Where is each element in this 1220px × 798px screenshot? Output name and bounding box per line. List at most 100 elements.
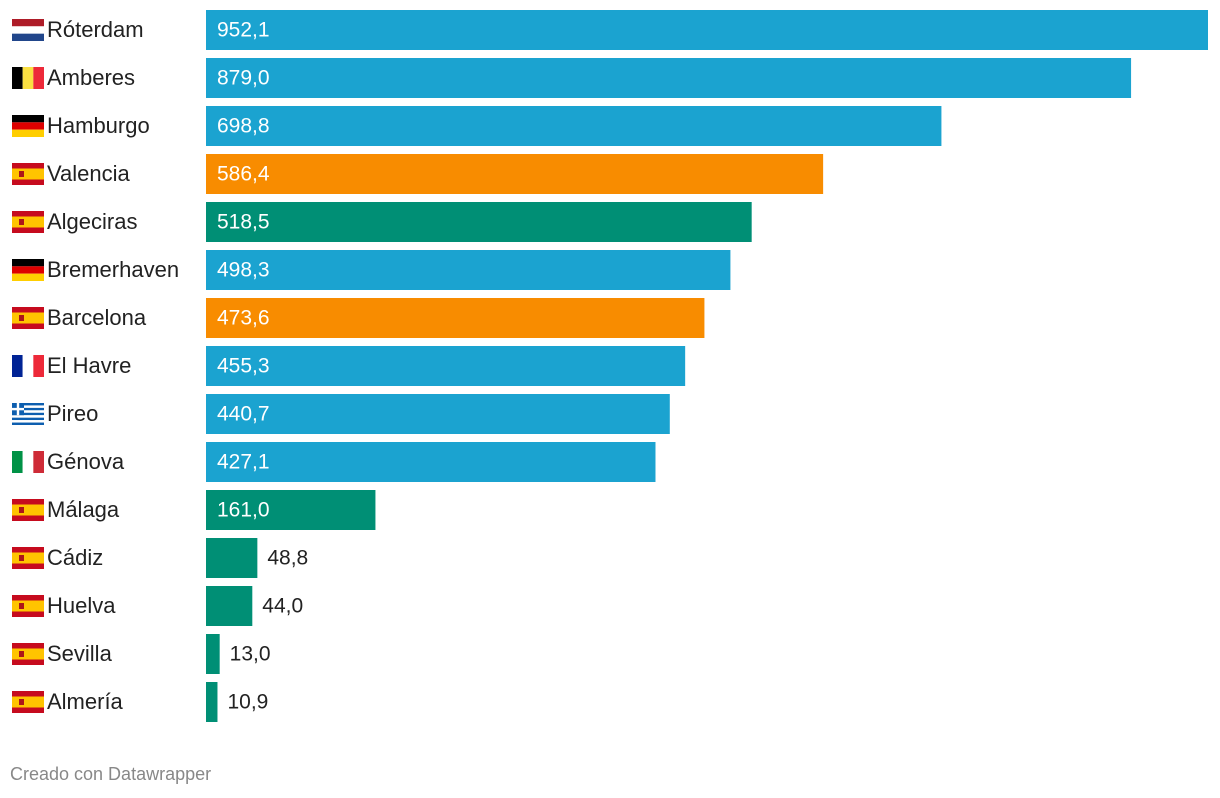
- bar: [206, 202, 752, 242]
- bar: [206, 682, 218, 722]
- bar: [206, 490, 376, 530]
- flag-part: [12, 211, 44, 217]
- category-label: Hamburgo: [47, 113, 150, 138]
- flag-part: [12, 67, 23, 89]
- flag-part: [12, 417, 44, 421]
- flag-part: [12, 600, 44, 612]
- flag: [12, 403, 44, 425]
- flag: [12, 499, 44, 521]
- flag-part: [22, 67, 34, 89]
- flag-part: [12, 691, 44, 697]
- category-label: Barcelona: [47, 305, 147, 330]
- value-label: 10,9: [227, 691, 268, 714]
- flag-part: [16, 403, 20, 416]
- flag-part: [12, 323, 44, 329]
- credit: Creado con Datawrapper: [10, 764, 211, 784]
- bar: [206, 394, 670, 434]
- flag-part: [12, 266, 44, 274]
- flag: [12, 307, 44, 329]
- flag-part: [19, 555, 24, 561]
- flag-part: [19, 171, 24, 177]
- flag-part: [12, 659, 44, 665]
- flag: [12, 163, 44, 185]
- flag: [12, 259, 44, 281]
- flag-part: [12, 563, 44, 569]
- flag-part: [12, 19, 44, 27]
- value-label: 44,0: [262, 595, 303, 618]
- flag-part: [12, 407, 44, 411]
- flag-part: [12, 307, 44, 313]
- flag-part: [12, 163, 44, 169]
- category-label: Huelva: [47, 593, 116, 618]
- category-label: Róterdam: [47, 17, 144, 42]
- bar: [206, 538, 258, 578]
- flag-part: [12, 227, 44, 233]
- value-label: 161,0: [217, 499, 270, 522]
- bar: [206, 106, 942, 146]
- flag-part: [12, 515, 44, 521]
- bar: [206, 10, 1208, 50]
- category-label: Pireo: [47, 401, 98, 426]
- bar: [206, 586, 253, 626]
- flag: [12, 67, 44, 89]
- flag: [12, 115, 44, 137]
- flag-part: [12, 552, 44, 564]
- flag-part: [22, 451, 34, 473]
- flag-part: [12, 707, 44, 713]
- flag-part: [12, 403, 44, 406]
- flag-part: [12, 216, 44, 228]
- value-label: 473,6: [217, 307, 270, 330]
- value-label: 698,8: [217, 115, 270, 138]
- flag-part: [12, 547, 44, 553]
- flag-part: [12, 33, 44, 41]
- flag-part: [12, 504, 44, 516]
- flag-part: [19, 507, 24, 513]
- flag-part: [33, 451, 44, 473]
- value-label: 455,3: [217, 355, 270, 378]
- value-label: 586,4: [217, 163, 270, 186]
- bar: [206, 634, 220, 674]
- value-label: 879,0: [217, 67, 270, 90]
- flag-part: [12, 129, 44, 137]
- bar: [206, 442, 656, 482]
- category-label: Cádiz: [47, 545, 103, 570]
- flag-part: [12, 410, 44, 413]
- flag: [12, 595, 44, 617]
- bar: [206, 346, 686, 386]
- flag-part: [12, 643, 44, 649]
- category-label: Málaga: [47, 497, 120, 522]
- value-label: 952,1: [217, 19, 270, 42]
- flag-part: [12, 611, 44, 617]
- flag: [12, 643, 44, 665]
- bar: [206, 298, 705, 338]
- value-label: 498,3: [217, 259, 270, 282]
- flag: [12, 355, 44, 377]
- flag-part: [12, 115, 44, 123]
- category-label: Algeciras: [47, 209, 137, 234]
- bar: [206, 154, 824, 194]
- category-label: Amberes: [47, 65, 135, 90]
- flag-part: [12, 405, 44, 408]
- flag: [12, 451, 44, 473]
- flag-part: [12, 648, 44, 660]
- flag: [12, 691, 44, 713]
- flag-part: [19, 699, 24, 705]
- category-label: Bremerhaven: [47, 257, 179, 282]
- flag-part: [19, 315, 24, 321]
- flag-part: [12, 122, 44, 130]
- category-label: El Havre: [47, 353, 131, 378]
- value-label: 48,8: [267, 547, 308, 570]
- value-label: 427,1: [217, 451, 270, 474]
- value-label: 440,7: [217, 403, 270, 426]
- flag-part: [12, 412, 44, 416]
- flag-part: [12, 26, 44, 34]
- flag: [12, 19, 44, 41]
- flag-part: [12, 499, 44, 505]
- category-label: Valencia: [47, 161, 131, 186]
- flag-part: [33, 67, 44, 89]
- flag-part: [19, 219, 24, 225]
- value-label: 13,0: [230, 643, 271, 666]
- flag: [12, 547, 44, 569]
- category-label: Almería: [47, 689, 124, 714]
